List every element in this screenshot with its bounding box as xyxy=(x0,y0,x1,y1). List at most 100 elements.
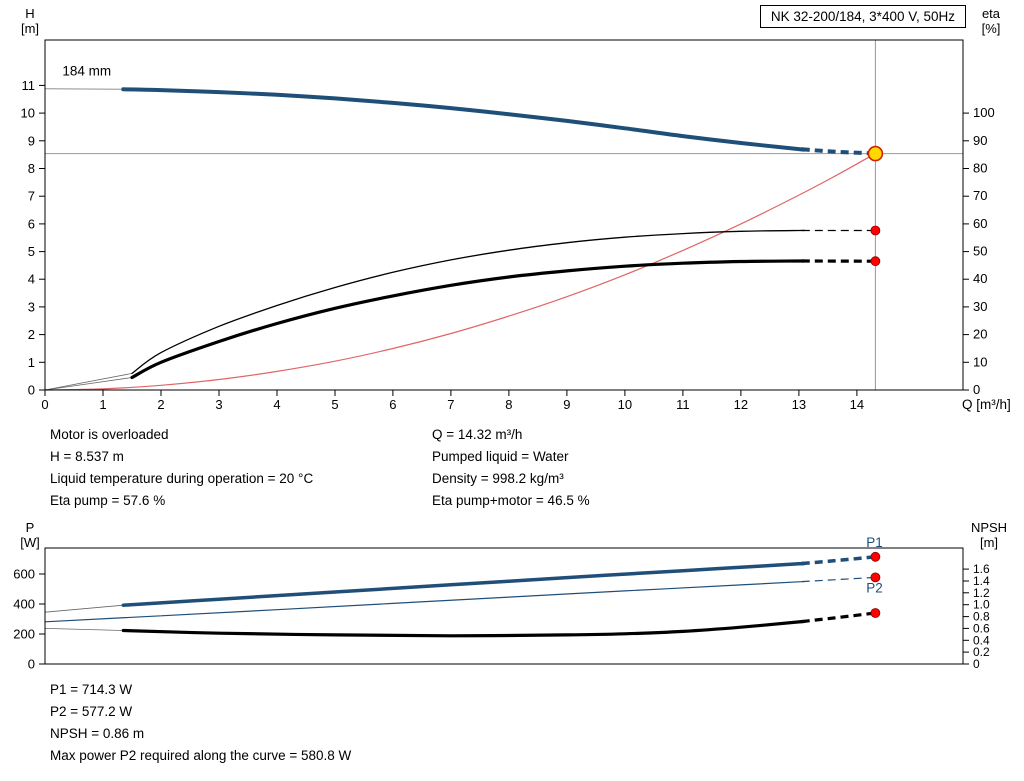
eta-pump-motor-curve xyxy=(130,259,806,380)
right-tick-label: 60 xyxy=(973,216,987,231)
p2-curve xyxy=(44,580,805,623)
h-axis-unit: [m] xyxy=(20,21,40,36)
info-motor-overloaded: Motor is overloaded xyxy=(50,427,169,442)
right-tick-label: 80 xyxy=(973,161,987,176)
eta-axis-header: eta [%] xyxy=(966,6,1016,36)
x-tick-label: 7 xyxy=(447,397,454,412)
duty-value-dot xyxy=(870,608,881,618)
info-max-power-p2: Max power P2 required along the curve = … xyxy=(50,748,352,763)
right-tick-label: 70 xyxy=(973,188,987,203)
npsh-axis-header: NPSH [m] xyxy=(958,520,1020,550)
npsh-axis-unit: [m] xyxy=(979,535,999,550)
p1-lead xyxy=(44,604,124,613)
left-tick-label: 400 xyxy=(13,597,35,612)
info-flow: Q = 14.32 m³/h xyxy=(432,427,523,442)
duty-info-right: Q = 14.32 m³/h Pumped liquid = Water Den… xyxy=(432,424,590,512)
x-tick-label: 13 xyxy=(792,397,806,412)
right-tick-label: 1.0 xyxy=(973,598,990,612)
duty-value-dot xyxy=(870,551,881,562)
eta-pump-motor-lead xyxy=(44,377,133,391)
power-info-block: P1 = 714.3 W P2 = 577.2 W NPSH = 0.86 m … xyxy=(50,679,351,767)
plot-frame xyxy=(44,547,964,665)
right-tick-label: 0.4 xyxy=(973,633,990,647)
p-axis-unit: [W] xyxy=(20,535,40,550)
left-tick-label: 600 xyxy=(13,567,35,582)
right-tick-label: 1.2 xyxy=(973,586,990,600)
h-axis-symbol: H xyxy=(25,6,35,21)
p1-curve-dashed xyxy=(801,555,876,566)
info-head: H = 8.537 m xyxy=(50,449,124,464)
npsh-curve xyxy=(121,619,806,638)
duty-point-marker xyxy=(867,145,884,162)
right-tick-label: 0 xyxy=(973,657,980,671)
npsh-axis-symbol: NPSH xyxy=(970,520,1008,535)
left-tick-label: 2 xyxy=(28,327,35,342)
left-tick-label: 5 xyxy=(28,244,35,259)
eta-pump-curve xyxy=(131,229,805,375)
npsh-curve-dashed xyxy=(801,611,876,624)
x-tick-label: 6 xyxy=(389,397,396,412)
plot-frame xyxy=(44,39,964,391)
p1-curve xyxy=(121,561,806,607)
x-tick-label: 11 xyxy=(676,397,690,412)
right-tick-label: 1.6 xyxy=(973,562,990,576)
h-axis-header: H [m] xyxy=(10,6,50,36)
left-tick-label: 0 xyxy=(28,383,35,398)
duty-value-dot xyxy=(870,572,881,583)
npsh-lead xyxy=(44,628,124,631)
left-tick-label: 6 xyxy=(28,216,35,231)
info-npsh: NPSH = 0.86 m xyxy=(50,726,145,741)
chart-title-box: NK 32-200/184, 3*400 V, 50Hz xyxy=(759,5,966,28)
left-tick-label: 7 xyxy=(28,189,35,204)
x-tick-label: 0 xyxy=(41,397,48,412)
info-pumped-liquid: Pumped liquid = Water xyxy=(432,449,569,464)
duty-value-dot xyxy=(870,256,881,267)
x-tick-label: 5 xyxy=(331,397,338,412)
right-tick-label: 100 xyxy=(973,105,995,120)
eta-axis-symbol: eta xyxy=(981,6,1001,21)
x-tick-label: 12 xyxy=(734,397,748,412)
p-axis-header: P [W] xyxy=(10,520,50,550)
right-tick-label: 0.6 xyxy=(973,621,990,635)
info-p1: P1 = 714.3 W xyxy=(50,682,133,697)
eta-pump-lead xyxy=(44,373,133,391)
x-tick-label: 3 xyxy=(215,397,222,412)
right-tick-label: 90 xyxy=(973,133,987,148)
eta-axis-unit: [%] xyxy=(981,21,1001,36)
right-tick-label: 30 xyxy=(973,299,987,314)
right-tick-label: 40 xyxy=(973,271,987,286)
duty-info-left: Motor is overloaded H = 8.537 m Liquid t… xyxy=(50,424,313,512)
pump-curve-lead xyxy=(44,88,124,90)
left-tick-label: 1 xyxy=(28,355,35,370)
x-tick-label: 9 xyxy=(563,397,570,412)
q-axis-label: Q [m³/h] xyxy=(962,397,1011,412)
info-liquid-temperature: Liquid temperature during operation = 20… xyxy=(50,471,314,486)
right-tick-label: 20 xyxy=(973,327,987,342)
info-density: Density = 998.2 kg/m³ xyxy=(432,471,564,486)
info-eta-pump-motor: Eta pump+motor = 46.5 % xyxy=(432,493,590,508)
left-tick-label: 8 xyxy=(28,161,35,176)
left-tick-label: 11 xyxy=(22,78,36,93)
right-tick-label: 0.2 xyxy=(973,645,990,659)
info-p2: P2 = 577.2 W xyxy=(50,704,133,719)
info-eta-pump: Eta pump = 57.6 % xyxy=(50,493,166,508)
left-tick-label: 0 xyxy=(28,657,35,672)
x-tick-label: 8 xyxy=(505,397,512,412)
left-tick-label: 9 xyxy=(28,133,35,148)
left-tick-label: 3 xyxy=(28,299,35,314)
left-tick-label: 200 xyxy=(13,627,35,642)
right-tick-label: 10 xyxy=(973,354,987,369)
p2-curve-label: P2 xyxy=(866,581,883,596)
right-tick-label: 1.4 xyxy=(973,574,990,588)
impeller-diameter-label: 184 mm xyxy=(62,64,111,79)
right-tick-label: 0 xyxy=(973,382,980,397)
x-tick-label: 1 xyxy=(99,397,106,412)
x-tick-label: 10 xyxy=(618,397,632,412)
left-tick-label: 10 xyxy=(21,106,35,121)
x-tick-label: 14 xyxy=(850,397,864,412)
x-tick-label: 2 xyxy=(157,397,164,412)
